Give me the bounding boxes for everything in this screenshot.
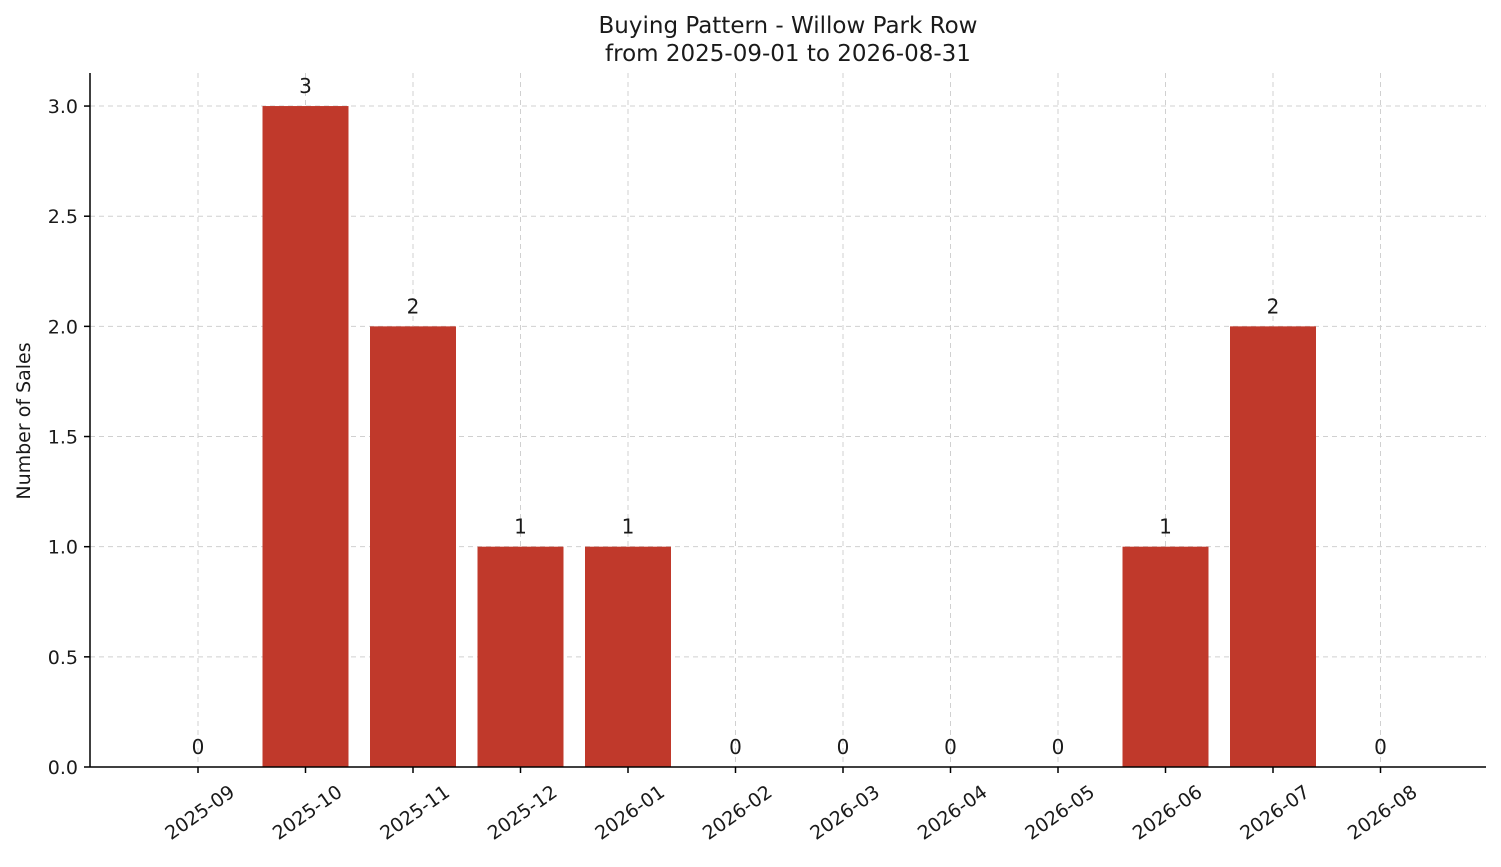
axes <box>89 73 1486 768</box>
bar <box>477 546 564 767</box>
data-label: 1 <box>622 515 635 539</box>
data-label: 3 <box>299 74 312 98</box>
chart-subtitle: from 2025-09-01 to 2026-08-31 <box>605 41 971 67</box>
x-tick-label: 2025-09 <box>161 781 239 845</box>
y-axis-label: Number of Sales <box>13 342 35 499</box>
x-tick-label: 2026-04 <box>914 781 992 845</box>
y-tick-label: 1.0 <box>48 537 78 559</box>
bar <box>1122 546 1209 767</box>
y-tick-label: 1.5 <box>48 427 78 449</box>
x-tick-label: 2025-11 <box>376 781 454 845</box>
data-label: 0 <box>729 735 742 759</box>
data-label: 0 <box>1052 735 1065 759</box>
bar <box>585 546 671 767</box>
data-label: 0 <box>837 735 850 759</box>
data-label: 1 <box>514 515 527 539</box>
chart-title: Buying Pattern - Willow Park Row <box>599 13 978 39</box>
x-tick-label: 2026-02 <box>699 781 777 845</box>
y-ticks: 0.0 0.5 1.0 1.5 2.0 2.5 3.0 <box>48 96 90 779</box>
x-tick-label: 2025-10 <box>269 781 347 845</box>
x-tick-label: 2026-05 <box>1021 781 1099 845</box>
x-tick-label: 2025-12 <box>484 781 562 845</box>
x-tick-label: 2026-01 <box>591 781 669 845</box>
data-labels: 0 3 2 1 1 0 0 0 0 1 2 0 <box>192 74 1387 759</box>
x-tick-label: 2026-07 <box>1236 781 1314 845</box>
data-label: 0 <box>944 735 957 759</box>
y-tick-label: 0.0 <box>48 757 78 779</box>
y-tick-label: 2.0 <box>48 316 78 338</box>
data-label: 0 <box>192 735 205 759</box>
y-tick-label: 0.5 <box>48 647 78 669</box>
bar <box>262 106 349 768</box>
bar <box>1230 326 1316 767</box>
bars <box>262 106 1316 768</box>
y-tick-label: 2.5 <box>48 206 78 228</box>
x-tick-label: 2026-06 <box>1129 781 1207 845</box>
x-ticks: 2025-09 2025-10 2025-11 2025-12 2026-01 2026-… <box>161 767 1421 845</box>
data-label: 2 <box>1267 294 1280 318</box>
data-label: 1 <box>1159 515 1172 539</box>
x-tick-label: 2026-08 <box>1344 781 1422 845</box>
x-tick-label: 2026-03 <box>806 781 884 845</box>
bar <box>370 326 456 767</box>
data-label: 2 <box>407 294 420 318</box>
data-label: 0 <box>1374 735 1387 759</box>
y-tick-label: 3.0 <box>48 96 78 118</box>
